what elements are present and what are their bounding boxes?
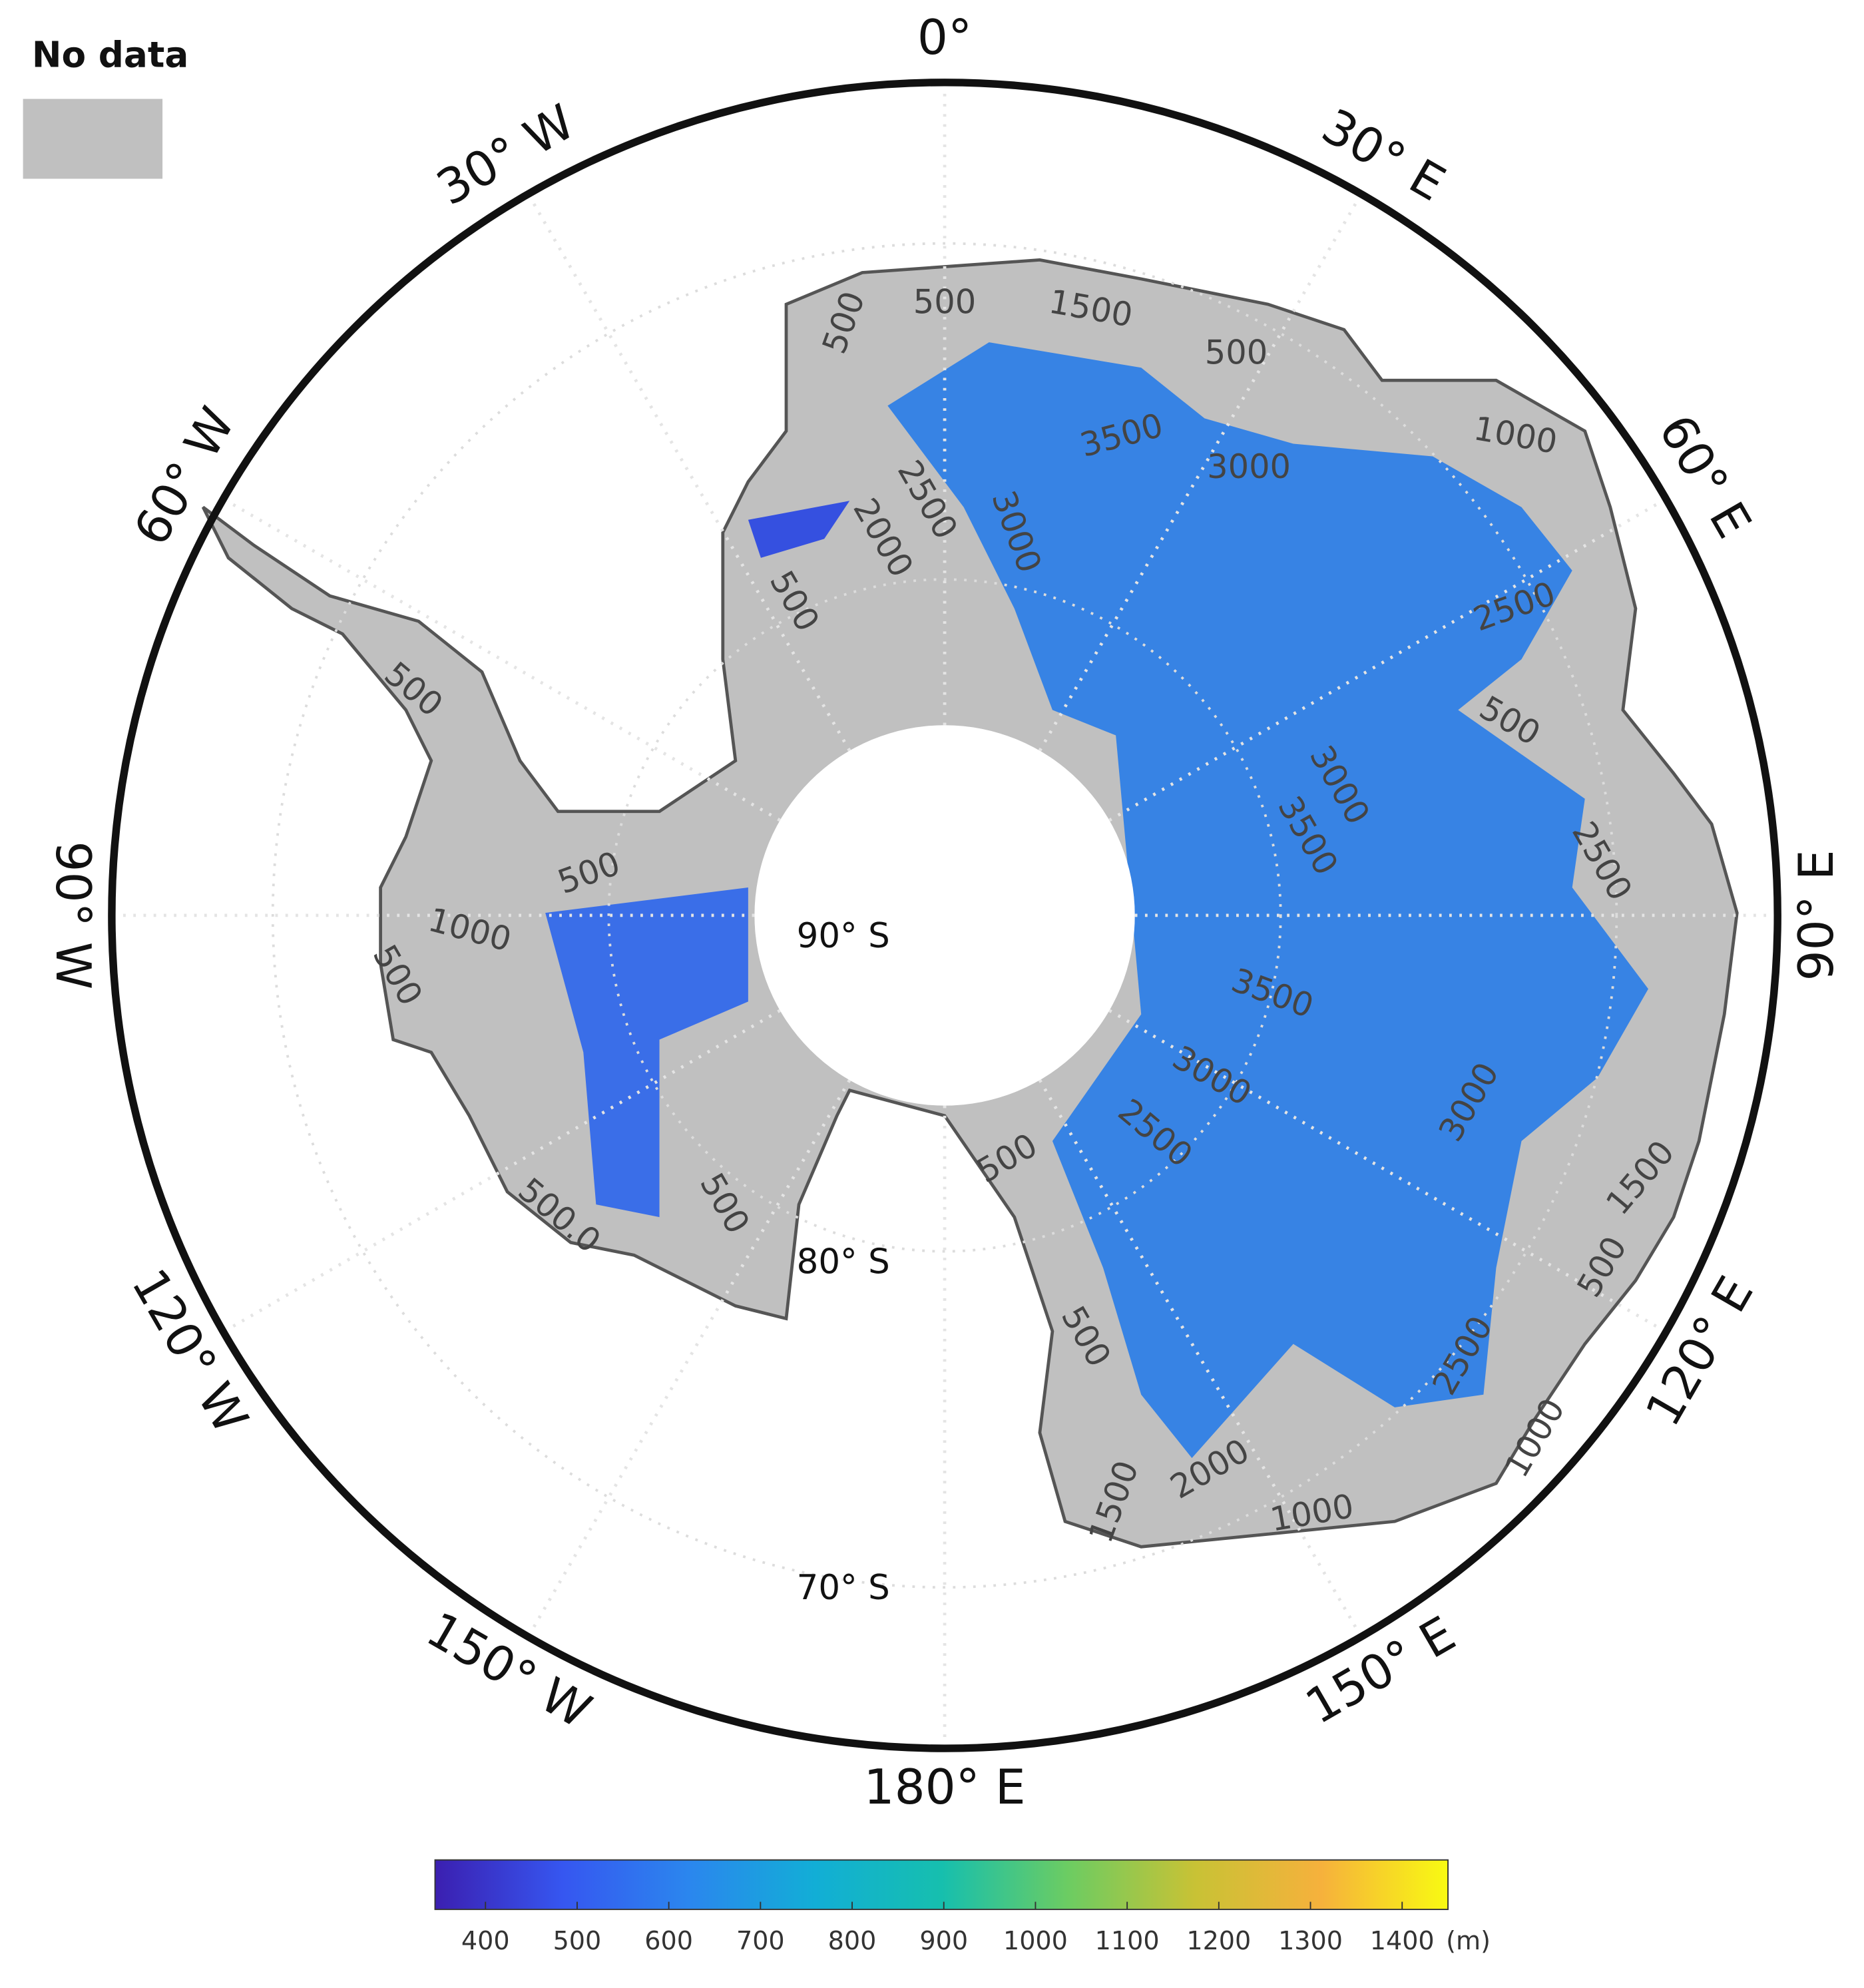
parallel-label: 80° S [797,1242,890,1282]
colorbar-tick-label: 1000 [1003,1926,1068,1955]
colorbar-tick-label: 800 [828,1926,877,1955]
parallel-label: 90° S [797,916,890,956]
colorbar-unit: (m) [1446,1926,1491,1955]
meridian-label: 90° E [1789,850,1845,981]
meridian-label: 180° E [864,1760,1026,1816]
colorbar-tick-label: 600 [644,1926,693,1955]
colorbar-tick-label: 1400 [1370,1926,1435,1955]
meridian-label: 30° E [1313,99,1455,212]
parallel-label: 70° S [797,1568,890,1608]
pole-hole [754,725,1135,1106]
thickness-field [887,342,1648,1458]
colorbar-tick-label: 400 [461,1926,510,1955]
colorbar-tick-label: 1300 [1278,1926,1343,1955]
legend-swatch [23,99,163,179]
colorbar-tick-label: 700 [736,1926,785,1955]
parallel [607,578,1282,1253]
parallel [271,242,1618,1589]
colorbar-tick-label: 900 [919,1926,968,1955]
legend-label: No data [32,34,188,75]
colorbar-tick-label: 1100 [1095,1926,1160,1955]
meridian-label: 60° E [1648,406,1761,548]
thickness-field [748,501,850,558]
colorbar-tick-label: 1200 [1186,1926,1251,1955]
meridian-label: 0° [917,10,972,66]
contour-label: 500 [1205,334,1268,372]
colorbar-tick-label: 500 [553,1926,602,1955]
meridian-label: 90° W [45,842,101,990]
colorbar [434,1859,1449,1910]
meridian-label: 30° W [428,94,584,216]
contour-label: 3000 [1207,447,1291,486]
frame [108,79,1781,1752]
contour-label: 500 [913,283,976,322]
thickness-field [545,887,748,1218]
